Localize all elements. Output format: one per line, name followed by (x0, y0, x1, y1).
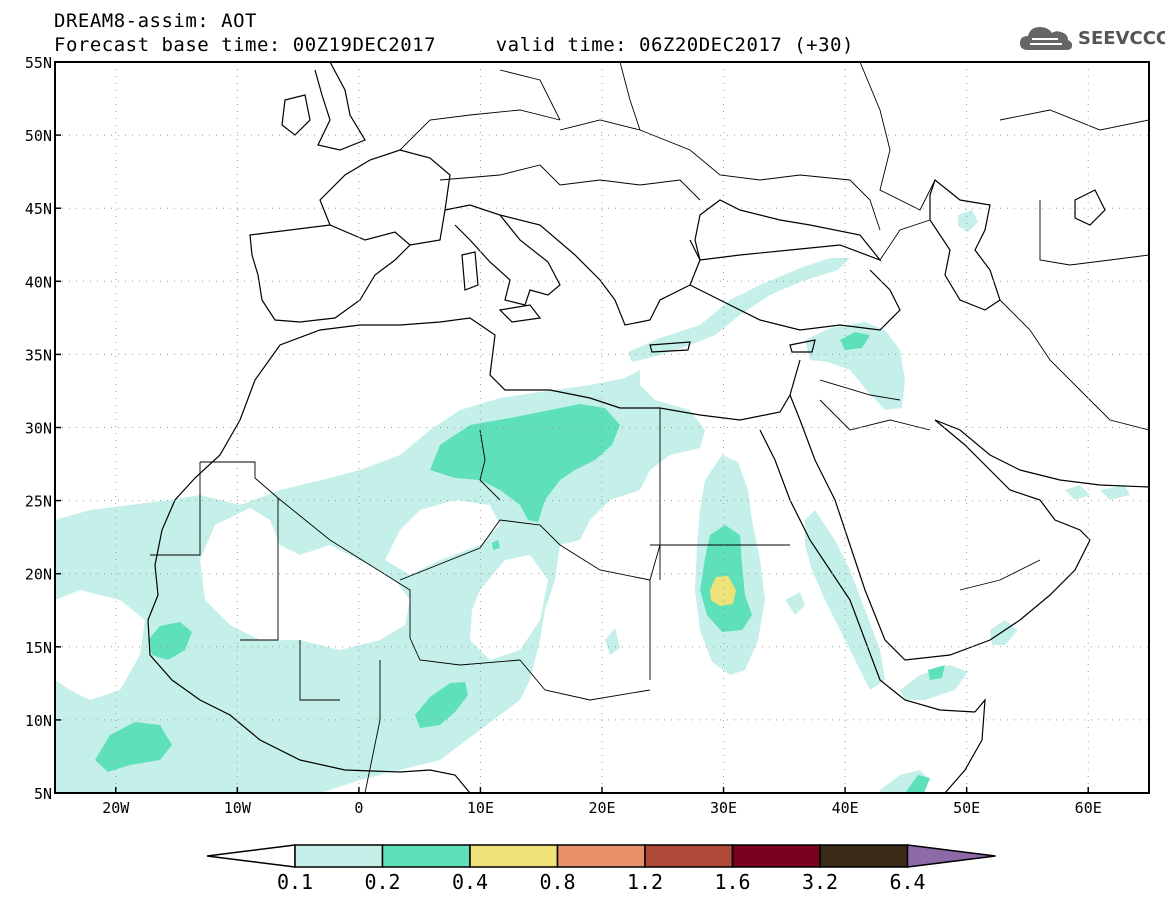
aot-gap-sahel (200, 508, 410, 650)
lon-label: 20W (102, 799, 130, 817)
coastline-west-africa (147, 419, 471, 793)
aot-region-light-gulf (1065, 485, 1130, 500)
aot-gap-coast (55, 590, 145, 700)
border-lines (150, 62, 1149, 793)
colorbar: 0.1 0.2 0.4 0.8 1.2 1.6 3.2 6.4 (206, 844, 996, 894)
colorbar-label: 0.4 (452, 870, 488, 894)
colorbar-over-arrow (906, 844, 996, 868)
aot-field-layer (55, 210, 1130, 793)
colorbar-label: 0.8 (539, 870, 575, 894)
colorbar-label: 3.2 (802, 870, 838, 894)
coastline-crete (649, 341, 691, 353)
aot-region-medium-tchad (492, 540, 500, 550)
lon-label: 30E (710, 799, 737, 817)
coastline-france (319, 149, 451, 246)
map-title: DREAM8-assim: AOT (54, 10, 257, 32)
lon-label: 0 (354, 799, 363, 817)
forecast-time-subtitle: Forecast base time: 00Z19DEC2017 valid t… (54, 34, 854, 56)
coastline-turkey (689, 269, 901, 331)
longitude-labels: 20W 10W 0 10E 20E 30E 40E 50E 60E (102, 787, 1102, 817)
coastline-sardinia (461, 251, 479, 291)
lon-label: 50E (953, 799, 980, 817)
colorbar-label: 6.4 (889, 870, 925, 894)
lon-label: 20E (588, 799, 615, 817)
colorbar-segment-2 (381, 844, 471, 868)
lat-label: 50N (25, 127, 52, 145)
cloud-icon (1020, 27, 1073, 50)
colorbar-segment-7 (819, 844, 909, 868)
aot-region-medium-senegal (148, 622, 192, 660)
aot-gap-chad (470, 555, 548, 660)
coastline-horn (944, 698, 986, 793)
lat-label: 25N (25, 493, 52, 511)
colorbar-segment-5 (644, 844, 734, 868)
coastline-italy (444, 204, 561, 306)
latitude-labels: 55N 50N 45N 40N 35N 30N 25N 20N 15N 10N 5N (25, 54, 61, 803)
colorbar-label: 0.2 (364, 870, 400, 894)
aot-region-medium-aden (928, 665, 945, 680)
colorbar-segment-4 (556, 844, 646, 868)
lat-label: 35N (25, 346, 52, 364)
lat-label: 30N (25, 420, 52, 438)
aot-region-medium-somalia (905, 775, 930, 793)
colorbar-under-arrow (206, 844, 296, 868)
coastline-iberia (249, 224, 411, 323)
lat-label: 15N (25, 639, 52, 657)
aot-region-medium-syria (840, 332, 870, 350)
colorbar-segment-6 (731, 844, 821, 868)
aot-region-medium-libya (430, 404, 620, 522)
coastline-balkans (499, 214, 701, 326)
lon-label: 10W (224, 799, 252, 817)
lat-label: 10N (25, 712, 52, 730)
lat-label: 40N (25, 273, 52, 291)
aot-region-high-sudan (710, 576, 736, 606)
coastline-cyprus (789, 339, 816, 353)
colorbar-label: 1.6 (714, 870, 750, 894)
lat-label: 5N (34, 785, 52, 803)
coastline-caspian (929, 178, 1001, 311)
lat-label: 55N (25, 54, 52, 72)
colorbar-label: 0.1 (277, 870, 313, 894)
lon-label: 60E (1075, 799, 1102, 817)
coastline-blacksea (694, 199, 882, 262)
seevccc-logo: SEEVCCC (1018, 22, 1165, 54)
lat-label: 20N (25, 566, 52, 584)
aot-region-light-redsea (805, 510, 885, 690)
coastline-red-sea-west (759, 429, 976, 713)
aot-gap-central (385, 500, 500, 575)
colorbar-segment-3 (469, 844, 559, 868)
logo-text: SEEVCCC (1078, 27, 1165, 49)
lon-label: 10E (467, 799, 494, 817)
aot-region-medium-guinea (95, 722, 172, 772)
aot-region-light-caspian (958, 210, 978, 232)
coastline-britain (314, 62, 366, 151)
coastline-ireland (281, 94, 311, 136)
coastline-sicily (498, 304, 542, 323)
coastline-iran (934, 419, 1149, 488)
aot-region-light-aden (900, 665, 968, 700)
colorbar-segment-1 (294, 844, 384, 868)
borders-layer (150, 62, 1149, 793)
coastline-gulf (934, 419, 1091, 541)
colorbar-label: 1.2 (627, 870, 663, 894)
lon-label: 40E (832, 799, 859, 817)
aot-region-medium-nigeria (415, 682, 468, 728)
coastline-aral (1074, 189, 1106, 226)
coastline-north-africa (239, 317, 801, 421)
aot-region-light-levant (805, 322, 905, 410)
coastlines-layer (147, 62, 1149, 793)
coastline-red-sea-east (789, 394, 1091, 661)
lat-label: 45N (25, 200, 52, 218)
